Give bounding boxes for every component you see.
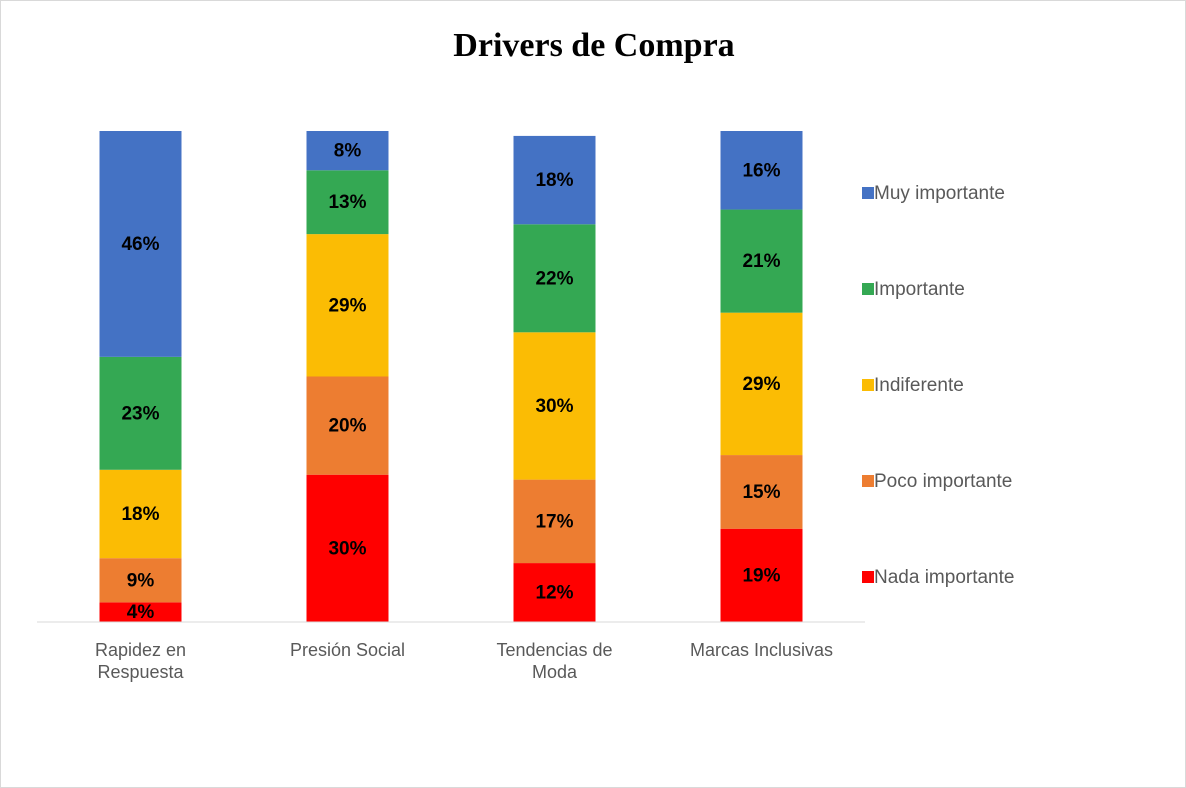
- legend-label: Muy importante: [874, 183, 1005, 204]
- data-label: 29%: [328, 295, 366, 316]
- legend-swatch: [862, 187, 874, 199]
- data-label: 19%: [742, 565, 780, 586]
- chart-title: Drivers de Compra: [453, 27, 734, 64]
- bar-segment: [306, 376, 389, 475]
- data-label: 46%: [121, 234, 159, 255]
- bar-segment: [99, 469, 182, 559]
- bar-segment: [513, 224, 596, 333]
- data-label: 23%: [121, 403, 159, 424]
- bar-segment: [99, 131, 182, 357]
- data-label: 17%: [535, 511, 573, 532]
- bar-segment: [99, 356, 182, 470]
- x-tick-label: Marcas Inclusivas: [689, 640, 834, 660]
- data-label: 18%: [121, 504, 159, 525]
- legend-label: Importante: [874, 279, 965, 300]
- bar-segment: [513, 563, 596, 622]
- legend-swatch: [862, 283, 874, 295]
- legend-label: Indiferente: [874, 375, 964, 396]
- bar-segment: [306, 170, 389, 235]
- data-label: 16%: [742, 160, 780, 181]
- data-label: 22%: [535, 268, 573, 289]
- data-label: 12%: [535, 583, 573, 604]
- legend-swatch: [862, 571, 874, 583]
- x-tick-label: Presión Social: [289, 640, 406, 660]
- data-label: 18%: [535, 170, 573, 191]
- bar-segment: [306, 474, 389, 622]
- bar-segment: [720, 528, 803, 622]
- bar-segment: [720, 131, 803, 210]
- bar-segment: [99, 602, 182, 622]
- data-label: 21%: [742, 251, 780, 272]
- legend-label: Poco importante: [874, 471, 1012, 492]
- bar-segment: [720, 209, 803, 313]
- data-label: 30%: [535, 396, 573, 417]
- bar-segment: [513, 479, 596, 564]
- bar-segment: [306, 131, 389, 171]
- data-label: 8%: [334, 141, 362, 162]
- data-label: 30%: [328, 538, 366, 559]
- data-label: 4%: [127, 602, 155, 623]
- legend-swatch: [862, 379, 874, 391]
- legend-label: Nada importante: [874, 567, 1014, 588]
- data-label: 15%: [742, 482, 780, 503]
- data-label: 29%: [742, 374, 780, 395]
- bar-segment: [306, 234, 389, 377]
- bar-segment: [513, 332, 596, 480]
- x-tick-label: Tendencias de Moda: [496, 640, 613, 682]
- legend-swatch: [862, 475, 874, 487]
- data-label: 20%: [328, 416, 366, 437]
- bar-segment: [720, 455, 803, 529]
- x-tick-label: Rapidez en Respuesta: [94, 640, 187, 682]
- data-label: 13%: [328, 192, 366, 213]
- bar-segment: [720, 312, 803, 456]
- bar-segment: [99, 558, 182, 603]
- data-label: 9%: [127, 570, 155, 591]
- bar-segment: [513, 135, 596, 225]
